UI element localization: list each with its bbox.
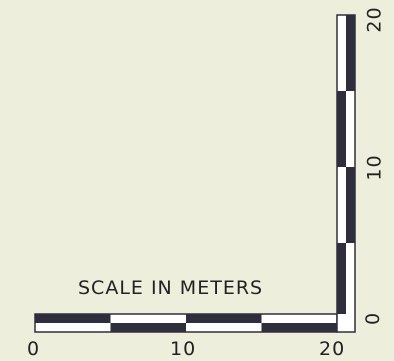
h-tick-label-0: 0 xyxy=(27,338,41,360)
vertical-scale-bar xyxy=(336,14,356,333)
h-tick-label-10: 10 xyxy=(170,338,197,360)
h-seg-bot-4 xyxy=(261,323,337,332)
horizontal-scale-bar xyxy=(34,313,338,333)
v-seg-left-3 xyxy=(337,91,346,167)
v-tick-label-0: 0 xyxy=(362,311,385,326)
v-tick-label-10: 10 xyxy=(363,154,386,181)
h-tick-label-20: 20 xyxy=(319,338,346,360)
v-seg-left-1 xyxy=(337,243,346,314)
h-seg-top-3 xyxy=(186,314,262,323)
v-seg-right-4 xyxy=(346,15,355,91)
h-seg-top-1 xyxy=(35,314,111,323)
v-seg-right-2 xyxy=(346,167,355,243)
scale-title: SCALE IN METERS xyxy=(78,277,264,299)
v-tick-label-20: 20 xyxy=(363,6,386,33)
h-seg-bot-2 xyxy=(110,323,186,332)
